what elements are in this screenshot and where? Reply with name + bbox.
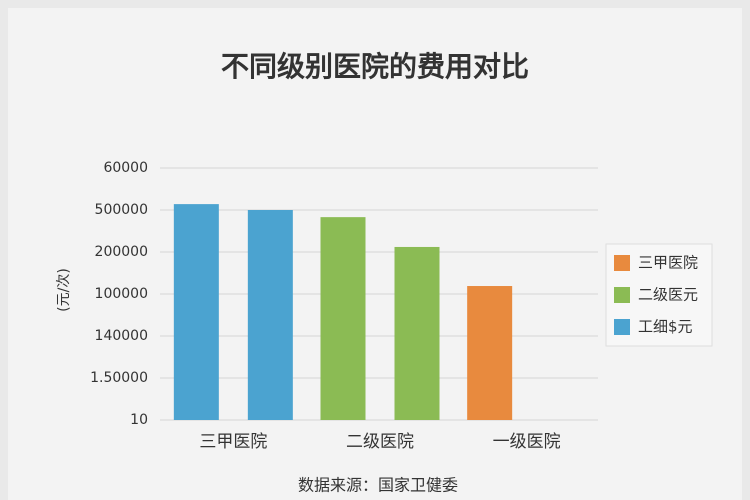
- y-tick-label: 10: [130, 412, 148, 428]
- y-tick-label: 60000: [103, 160, 148, 176]
- legend-label: 三甲医院: [638, 254, 698, 272]
- bar: [173, 204, 219, 420]
- source: 数据来源：国家卫健委: [298, 476, 458, 495]
- bar: [467, 286, 513, 420]
- x-tick-label: 二级医院: [346, 432, 414, 452]
- y-tick-label: 100000: [95, 286, 148, 302]
- x-tick-label: 三甲医院: [199, 432, 267, 452]
- legend-swatch: [614, 319, 630, 335]
- y-tick-label: 140000: [95, 328, 148, 344]
- legend-label: 二级医元: [638, 286, 698, 304]
- chart-title: 不同级别医院的费用对比: [221, 50, 529, 83]
- y-axis-label: (元/次): [56, 268, 72, 312]
- y-tick-label: 200000: [95, 244, 148, 260]
- legend-swatch: [614, 255, 630, 271]
- legend-label: 工细$元: [638, 318, 693, 336]
- legend-swatch: [614, 287, 630, 303]
- y-tick-label: 1.50000: [90, 370, 148, 386]
- bar: [247, 210, 293, 420]
- x-tick-label: 一级医院: [493, 432, 561, 452]
- y-tick-label: 500000: [95, 202, 148, 218]
- bar: [394, 246, 440, 420]
- bar: [320, 217, 366, 420]
